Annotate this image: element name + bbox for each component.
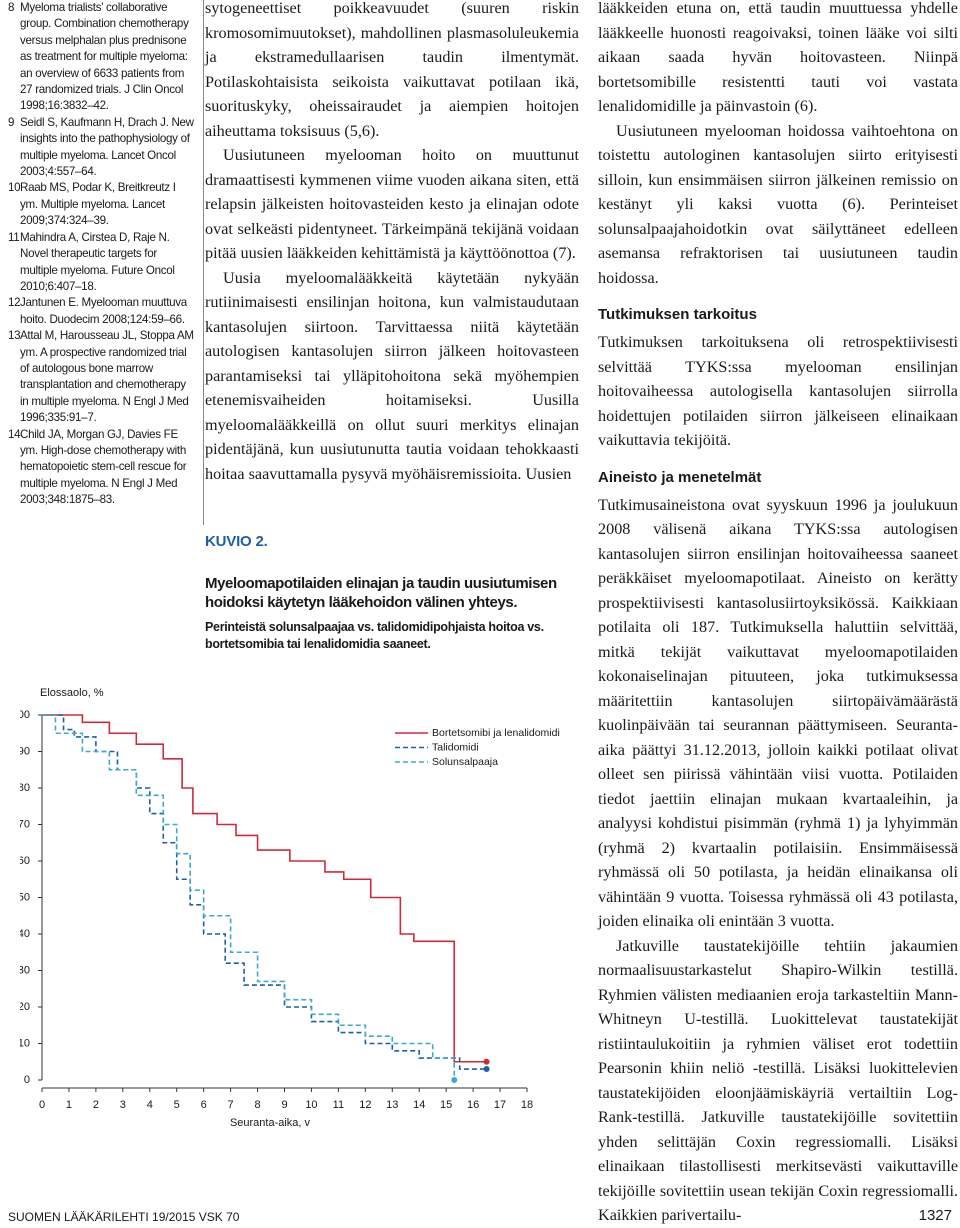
x-tick-label: 17: [494, 1099, 506, 1111]
censor-marker: [483, 1066, 490, 1073]
reference: 14 Child JA, Morgan GJ, Davies FE ym. Hig…: [8, 427, 196, 509]
paragraph: Jatkuville taustatekijöille tehtiin jaka…: [598, 936, 958, 1225]
x-tick-label: 16: [467, 1099, 479, 1111]
legend-label: Talidomidi: [432, 741, 479, 753]
paragraph: Tutkimusaineistona ovat syyskuun 1996 ja…: [598, 495, 958, 931]
x-tick-label: 1: [66, 1099, 72, 1111]
column-rule: [203, 0, 204, 525]
x-tick-label: 18: [521, 1099, 533, 1111]
reference-number: 9: [8, 115, 15, 129]
x-tick-label: 4: [147, 1099, 153, 1111]
footer-publication: SUOMEN LÄÄKÄRILEHTI 19/2015 VSK 70: [8, 1210, 240, 1224]
reference-number: 11: [8, 230, 20, 244]
survival-curve: [42, 714, 487, 1063]
figure-subtitle: Perinteistä solunsalpaajaa vs. talidomid…: [205, 620, 544, 651]
legend-label: Solunsalpaaja: [432, 756, 498, 768]
x-tick-label: 7: [228, 1099, 234, 1111]
page-number: 1327: [918, 1207, 952, 1224]
reference: 11 Mahindra A, Cirstea D, Raje N. Novel t…: [8, 230, 196, 296]
y-tick-label: 20: [20, 1001, 30, 1013]
figure-label: KUVIO 2.: [205, 533, 268, 550]
reference: 9 Seidl S, Kaufmann H, Drach J. New insig…: [8, 115, 196, 181]
survival-curve: [42, 714, 456, 1080]
y-tick-label: 80: [20, 782, 30, 794]
y-tick-label: 90: [20, 745, 30, 757]
y-tick-label: 10: [20, 1037, 30, 1049]
reference: 10 Raab MS, Podar K, Breitkreutz I ym. Mu…: [8, 180, 196, 229]
reference-number: 10: [8, 181, 21, 195]
y-tick-label: 40: [20, 928, 30, 940]
section-heading: Tutkimuksen tarkoitus: [598, 306, 757, 323]
x-axis-label: Seuranta-aika, v: [230, 1117, 311, 1129]
y-tick-label: 0: [24, 1074, 30, 1086]
reference: 13 Attal M, Harousseau JL, Stoppa AM ym. …: [8, 328, 196, 426]
section-heading: Aineisto ja menetelmät: [598, 468, 762, 486]
paragraph: sytogeneettiset poikkeavuudet (suuren ri…: [205, 0, 579, 140]
x-tick-label: 10: [305, 1099, 317, 1111]
y-tick-label: 100: [20, 709, 30, 721]
y-axis-label: Elossaolo, %: [40, 687, 104, 699]
reference: 8 Myeloma trialists' collaborative group.…: [8, 0, 196, 115]
figure-caption: KUVIO 2. Myeloomapotilaiden elinajan ja …: [205, 533, 580, 653]
censor-marker: [451, 1077, 458, 1083]
reference: 12 Jantunen E. Myelooman muuttuva hoito. …: [8, 295, 196, 328]
y-tick-label: 70: [20, 818, 30, 830]
x-tick-label: 0: [39, 1099, 45, 1111]
x-tick-label: 6: [201, 1099, 207, 1111]
middle-column: sytogeneettiset poikkeavuudet (suuren ri…: [205, 0, 579, 486]
x-tick-label: 9: [281, 1099, 287, 1111]
censor-marker: [483, 1058, 490, 1065]
x-tick-label: 8: [254, 1099, 260, 1111]
references: 8 Myeloma trialists' collaborative group.…: [8, 0, 196, 509]
reference-number: 8: [8, 1, 15, 14]
paragraph: Uusiutuneen myelooman hoito on muuttunut…: [205, 146, 579, 262]
y-tick-label: 30: [20, 964, 30, 976]
right-column: lääkkeiden etuna on, että taudin muuttue…: [598, 0, 958, 1228]
y-tick-label: 50: [20, 891, 30, 903]
x-tick-label: 5: [174, 1099, 180, 1111]
chart: Elossaolo, % Seuranta-aika, v 0102030405…: [20, 687, 560, 1129]
legend-label: Bortetsomibi ja lenalidomidi: [432, 727, 560, 739]
x-tick-label: 3: [120, 1099, 126, 1111]
paragraph: lääkkeiden etuna on, että taudin muuttue…: [598, 0, 958, 115]
x-tick-label: 2: [93, 1099, 99, 1111]
x-tick-label: 12: [359, 1099, 371, 1111]
figure-title: Myeloomapotilaiden elinajan ja taudin uu…: [205, 575, 557, 611]
y-tick-label: 60: [20, 855, 30, 867]
x-tick-label: 14: [413, 1099, 425, 1111]
reference-number: 13: [8, 329, 21, 343]
paragraph: Tutkimuksen tarkoituksena oli retrospekt…: [598, 333, 958, 449]
x-tick-label: 11: [333, 1099, 344, 1111]
x-tick-label: 15: [440, 1099, 452, 1111]
paragraph: Uusia myeloomalääkkeitä käytetään nykyää…: [205, 268, 579, 483]
reference-text: Myeloma trialists' collaborative group. …: [20, 1, 189, 113]
reference-text: Seidl S, Kaufmann H, Drach J. New insigh…: [20, 115, 194, 179]
reference-text: Child JA, Morgan GJ, Davies FE ym. High-…: [20, 427, 187, 507]
reference-text: Attal M, Harousseau JL, Stoppa AM ym. A …: [20, 329, 194, 425]
paragraph: Uusiutuneen myelooman hoidossa vaihtoeht…: [598, 121, 958, 287]
reference-number: 12: [8, 296, 21, 310]
x-tick-label: 13: [386, 1099, 398, 1111]
survival-curve: [42, 714, 487, 1070]
reference-text: Jantunen E. Myelooman muuttuva hoito. Du…: [20, 296, 187, 326]
reference-number: 14: [8, 427, 21, 441]
reference-text: Raab MS, Podar K, Breitkreutz I ym. Mult…: [20, 181, 176, 228]
reference-text: Mahindra A, Cirstea D, Raje N. Novel the…: [20, 230, 175, 293]
